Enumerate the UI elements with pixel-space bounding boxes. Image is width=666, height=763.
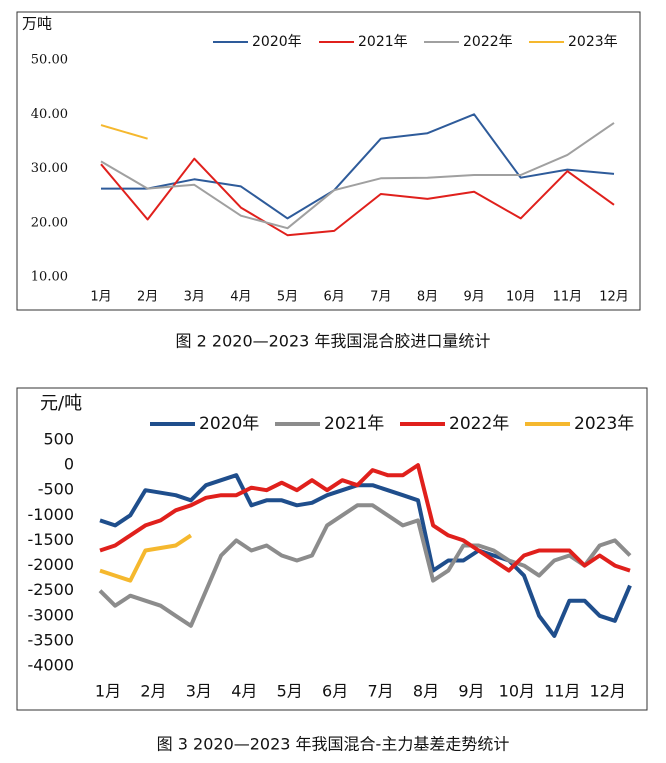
x-tick-label: 12月 bbox=[599, 290, 629, 305]
x-tick-label: 9月 bbox=[463, 290, 484, 305]
series-line bbox=[99, 463, 631, 573]
x-tick-label: 5月 bbox=[277, 290, 298, 305]
x-tick-label: 10月 bbox=[506, 290, 536, 305]
x-tick-label: 11月 bbox=[553, 290, 583, 305]
x-tick-label: 3月 bbox=[186, 682, 212, 701]
chart-frame bbox=[16, 11, 641, 311]
y-tick-label: -500 bbox=[38, 480, 74, 499]
x-tick-label: 11月 bbox=[544, 682, 580, 701]
series-line bbox=[101, 113, 615, 220]
y-tick-label: 10.00 bbox=[31, 270, 68, 285]
y-tick-label: 30.00 bbox=[31, 161, 68, 176]
x-tick-label: 3月 bbox=[184, 290, 205, 305]
x-tick-label: 8月 bbox=[413, 682, 439, 701]
figure-caption: 图 3 2020—2023 年我国混合-主力基差走势统计 bbox=[157, 735, 510, 754]
x-tick-label: 9月 bbox=[458, 682, 484, 701]
series-line bbox=[100, 122, 615, 230]
series-line bbox=[99, 473, 632, 638]
y-tick-label: 20.00 bbox=[31, 215, 68, 230]
y-axis-label: 万吨 bbox=[22, 15, 52, 33]
x-tick-label: 6月 bbox=[324, 290, 345, 305]
x-tick-label: 1月 bbox=[95, 682, 121, 701]
x-tick-label: 4月 bbox=[230, 290, 251, 305]
y-tick-label: -4000 bbox=[28, 656, 75, 675]
y-tick-label: 0 bbox=[64, 455, 74, 474]
legend-label: 2022年 bbox=[449, 414, 509, 434]
y-tick-label: 500 bbox=[43, 430, 74, 449]
legend-label: 2023年 bbox=[574, 414, 634, 434]
x-tick-label: 2月 bbox=[137, 290, 158, 305]
x-tick-label: 5月 bbox=[277, 682, 303, 701]
x-tick-label: 12月 bbox=[590, 682, 626, 701]
legend-label: 2022年 bbox=[463, 34, 513, 50]
series-line bbox=[100, 124, 148, 140]
x-tick-label: 1月 bbox=[90, 290, 111, 305]
x-tick-label: 6月 bbox=[322, 682, 348, 701]
legend-label: 2020年 bbox=[199, 414, 259, 434]
legend-label: 2020年 bbox=[252, 34, 302, 50]
y-tick-label: -1500 bbox=[28, 530, 75, 549]
figure-caption: 图 2 2020—2023 年我国混合胶进口量统计 bbox=[176, 332, 491, 351]
x-tick-label: 4月 bbox=[231, 682, 257, 701]
x-tick-label: 2月 bbox=[140, 682, 166, 701]
y-axis-label: 元/吨 bbox=[40, 393, 82, 414]
series-line bbox=[98, 503, 632, 628]
x-tick-label: 10月 bbox=[499, 682, 535, 701]
series-line bbox=[100, 157, 615, 237]
x-tick-label: 8月 bbox=[417, 290, 438, 305]
y-tick-label: 40.00 bbox=[31, 107, 68, 122]
legend-label: 2021年 bbox=[324, 414, 384, 434]
legend-label: 2023年 bbox=[568, 34, 618, 50]
y-tick-label: -2000 bbox=[28, 555, 75, 574]
legend-label: 2021年 bbox=[358, 34, 408, 50]
y-tick-label: -2500 bbox=[28, 580, 75, 599]
x-tick-label: 7月 bbox=[370, 290, 391, 305]
y-tick-label: 50.00 bbox=[31, 53, 68, 68]
y-tick-label: -3500 bbox=[28, 630, 75, 649]
chart-frame bbox=[16, 387, 648, 711]
y-tick-label: -3000 bbox=[28, 605, 75, 624]
series-line bbox=[99, 533, 193, 583]
y-tick-label: -1000 bbox=[28, 505, 75, 524]
x-tick-label: 7月 bbox=[367, 682, 393, 701]
